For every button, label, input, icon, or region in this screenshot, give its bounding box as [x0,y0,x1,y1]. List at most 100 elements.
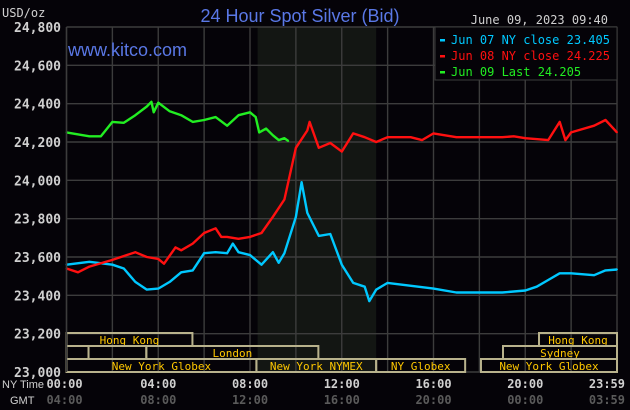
session-label: London [212,347,252,360]
data-point [260,232,263,234]
data-point [524,137,527,140]
data-point [512,135,515,138]
data-point [174,246,177,249]
data-point [368,300,371,302]
data-point [616,131,618,134]
data-point [283,252,286,255]
data-point [375,141,378,143]
data-point [157,287,160,290]
shaded-period [257,27,377,372]
kitco-watermark: www.kitco.com [67,40,187,60]
legend-swatch [440,71,445,74]
data-point [111,258,114,261]
data-point [180,249,183,252]
y-tick-label: 24,200 [14,136,61,151]
data-point [272,134,274,137]
data-point [260,263,263,266]
data-point [604,269,607,272]
data-point [547,139,550,141]
y-tick-label: 23,600 [14,251,61,266]
data-point [375,288,378,291]
y-tick-label: 24,600 [14,59,61,74]
data-point [277,139,280,141]
data-point [237,237,240,240]
data-point [432,132,435,135]
y-tick-label: 24,400 [14,98,61,113]
x-tick-label: 03:59 [589,393,625,407]
data-point [191,242,194,245]
data-point [258,131,261,134]
legend-box [434,26,618,81]
data-point [570,131,573,134]
x-tick-label: 23:59 [589,377,625,391]
timestamp: June 09, 2023 09:40 [471,13,608,27]
session-box [479,358,618,373]
data-point [214,116,217,118]
data-point [145,288,148,291]
data-point [237,251,240,254]
data-point [111,120,114,123]
x-axis-row-label: NY Time [2,379,44,391]
data-point [122,267,125,270]
data-point [100,135,102,138]
data-point [329,142,332,144]
x-tick-label: 20:00 [415,393,451,407]
data-point [363,285,366,288]
x-tick-label: 12:00 [232,393,268,407]
data-point [277,261,280,264]
data-point [111,263,114,266]
data-point [547,279,550,281]
data-point [306,212,309,214]
data-point [134,281,137,283]
x-tick-label: 20:00 [507,377,543,391]
x-tick-label: 04:00 [140,377,176,391]
data-point [272,215,274,218]
y-tick-label: 23,400 [14,289,61,304]
legend-swatch [440,55,445,58]
data-point [157,258,160,260]
data-point [432,287,435,290]
data-point [317,235,320,237]
x-tick-label: 16:00 [415,377,451,391]
data-point [329,233,332,235]
data-point [501,136,504,139]
y-tick-label: 24,000 [14,174,61,189]
data-point [249,111,251,114]
session-label: Hong Kong [548,334,608,347]
data-point [163,262,165,265]
data-point [478,291,481,294]
data-point [340,150,343,153]
legend-swatch [440,39,445,42]
data-point [214,251,217,254]
data-point [203,119,206,121]
data-point [77,271,79,274]
data-point [535,285,538,288]
data-point [593,124,595,127]
data-point [220,235,223,238]
data-point [134,251,137,254]
data-point [283,137,286,140]
x-tick-label: 00:00 [46,377,82,391]
x-tick-label: 04:00 [46,393,82,407]
x-tick-label: 08:00 [140,393,176,407]
data-point [593,274,595,277]
data-point [283,198,286,201]
data-point [363,136,366,139]
data-point [134,114,137,117]
data-point [226,252,228,255]
session-box [375,358,467,373]
data-point [352,281,355,284]
legend-entry: Jun 07 NY close 23.405 [451,33,610,47]
session-label: New York Globex [112,360,212,373]
x-tick-label: 16:00 [324,393,360,407]
session-label: New York NYMEX [270,360,363,373]
session-label: New York Globex [499,360,599,373]
data-point [616,268,618,271]
data-point [272,251,274,254]
y-axis-unit: USD/oz [2,6,45,20]
data-point [237,114,240,117]
data-point [524,289,527,292]
data-point [317,146,320,149]
data-point [254,116,257,118]
